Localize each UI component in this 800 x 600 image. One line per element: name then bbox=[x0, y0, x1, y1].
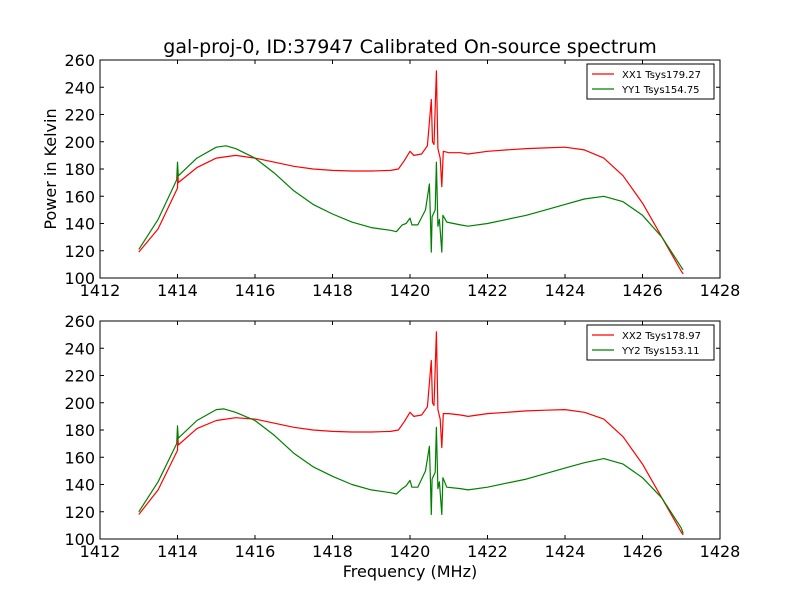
legend-label: XX2 Tsys178.97 bbox=[622, 331, 701, 342]
y-tick-label: 220 bbox=[64, 106, 95, 125]
x-tick-label: 1420 bbox=[390, 281, 431, 300]
x-tick-label: 1416 bbox=[235, 281, 276, 300]
x-tick-label: 1424 bbox=[545, 542, 586, 561]
y-tick-label: 200 bbox=[64, 133, 95, 152]
top-spectrum-panel: 1412 1414 1416 1418 1420 1422 1424 1426 1428 100 1… bbox=[64, 51, 740, 300]
series-line-yy bbox=[138, 408, 684, 534]
y-tick-label: 220 bbox=[64, 367, 95, 386]
x-axis-label: Frequency (MHz) bbox=[343, 562, 477, 581]
y-tick-label: 260 bbox=[64, 312, 95, 331]
y-tick-label: 160 bbox=[64, 448, 95, 467]
y-tick-label: 180 bbox=[64, 160, 95, 179]
x-tick-label: 1422 bbox=[467, 281, 508, 300]
x-tick-label: 1426 bbox=[622, 542, 663, 561]
x-tick-label: 1424 bbox=[545, 281, 586, 300]
y-tick-label: 120 bbox=[64, 503, 95, 522]
x-tick-label: 1422 bbox=[467, 542, 508, 561]
y-tick-label: 260 bbox=[64, 51, 95, 70]
x-tick-label: 1414 bbox=[157, 542, 198, 561]
x-tick-label: 1418 bbox=[312, 542, 353, 561]
series-line-xx bbox=[138, 70, 684, 275]
y-tick-label: 240 bbox=[64, 78, 95, 97]
x-tick-label: 1416 bbox=[235, 542, 276, 561]
x-tick-label: 1414 bbox=[157, 281, 198, 300]
x-tick-label: 1418 bbox=[312, 281, 353, 300]
y-tick-label: 140 bbox=[64, 476, 95, 495]
x-tick-label: 1426 bbox=[622, 281, 663, 300]
legend-label: XX1 Tsys179.27 bbox=[622, 70, 701, 81]
x-tick-label: 1428 bbox=[700, 281, 741, 300]
y-tick-label: 160 bbox=[64, 187, 95, 206]
series-line-xx bbox=[138, 331, 684, 536]
y-tick-label: 100 bbox=[64, 530, 95, 549]
x-tick-label: 1412 bbox=[80, 281, 121, 300]
y-tick-label: 180 bbox=[64, 421, 95, 440]
y-tick-label: 200 bbox=[64, 394, 95, 413]
y-axis-label: Power in Kelvin bbox=[41, 108, 60, 229]
legend-box bbox=[586, 324, 715, 361]
legend: XX2 Tsys178.97 YY2 Tsys153.11 bbox=[586, 324, 715, 361]
legend-label: YY1 Tsys154.75 bbox=[621, 85, 700, 96]
bottom-spectrum-panel: 1412 1414 1416 1418 1420 1422 1424 1426 1428 100 1… bbox=[64, 312, 740, 561]
legend: XX1 Tsys179.27 YY1 Tsys154.75 bbox=[586, 63, 715, 100]
x-tick-label: 1412 bbox=[80, 542, 121, 561]
legend-label: YY2 Tsys153.11 bbox=[621, 346, 700, 357]
y-tick-label: 100 bbox=[64, 269, 95, 288]
x-tick-label: 1420 bbox=[390, 542, 431, 561]
y-tick-label: 240 bbox=[64, 339, 95, 358]
chart-title: gal-proj-0, ID:37947 Calibrated On-sourc… bbox=[163, 36, 656, 58]
y-tick-label: 140 bbox=[64, 215, 95, 234]
x-tick-label: 1428 bbox=[700, 542, 741, 561]
series-line-yy bbox=[138, 145, 684, 271]
legend-box bbox=[586, 63, 715, 100]
y-tick-label: 120 bbox=[64, 242, 95, 261]
